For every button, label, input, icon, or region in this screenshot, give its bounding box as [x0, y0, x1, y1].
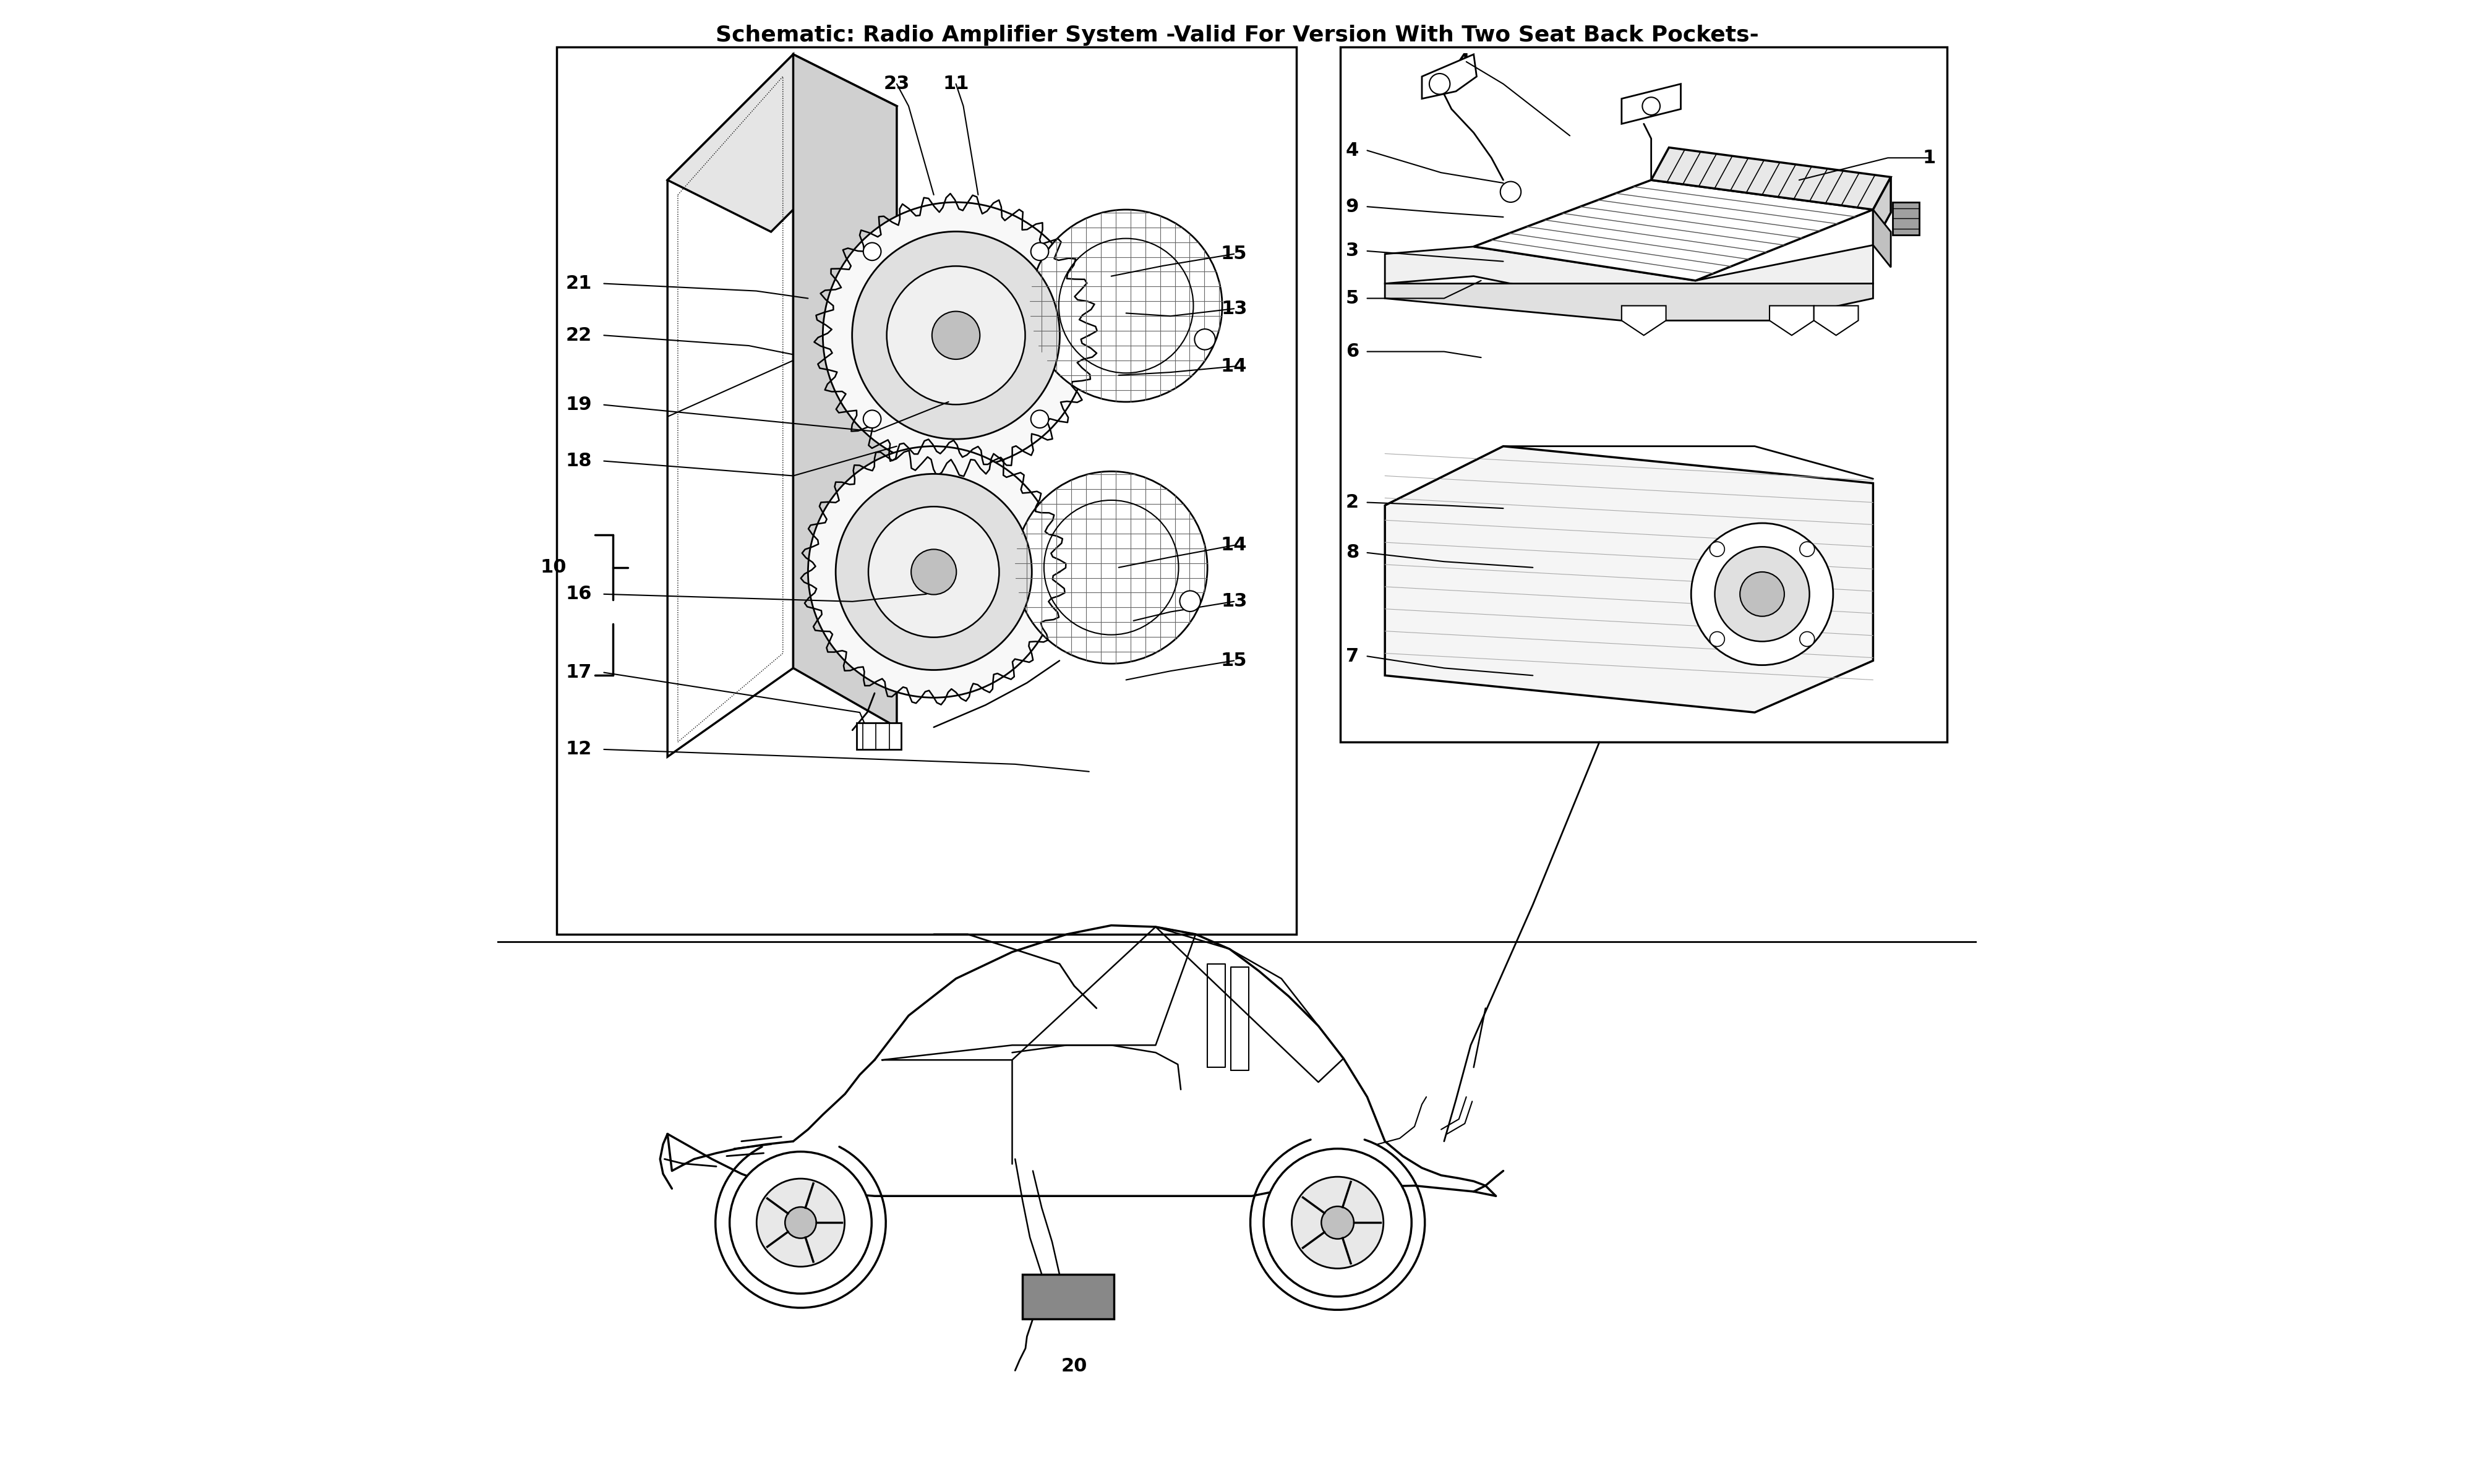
Text: 3: 3	[1346, 242, 1358, 260]
Circle shape	[1291, 1177, 1383, 1269]
Text: 20: 20	[1061, 1356, 1089, 1376]
Circle shape	[1692, 524, 1833, 665]
Circle shape	[1799, 632, 1813, 647]
Bar	[856, 723, 901, 749]
Text: 18: 18	[567, 453, 591, 470]
Text: 8: 8	[1346, 543, 1358, 561]
Circle shape	[1714, 546, 1808, 641]
Polygon shape	[1650, 147, 1890, 209]
Circle shape	[1430, 74, 1450, 95]
Circle shape	[1499, 181, 1522, 202]
Text: Schematic: Radio Amplifier System -Valid For Version With Two Seat Back Pockets-: Schematic: Radio Amplifier System -Valid…	[715, 25, 1759, 46]
Text: 14: 14	[1220, 358, 1247, 375]
Circle shape	[1799, 542, 1813, 556]
Polygon shape	[1769, 306, 1813, 335]
Circle shape	[1180, 591, 1200, 611]
Circle shape	[824, 202, 1089, 469]
Polygon shape	[1873, 209, 1890, 267]
Circle shape	[809, 447, 1059, 697]
Circle shape	[730, 1152, 871, 1294]
Text: 9: 9	[1346, 197, 1358, 215]
Circle shape	[910, 549, 957, 595]
Circle shape	[757, 1178, 844, 1267]
Text: 2: 2	[1346, 494, 1358, 512]
Polygon shape	[1620, 85, 1680, 123]
Circle shape	[933, 312, 980, 359]
Text: 10: 10	[539, 558, 567, 576]
Circle shape	[1739, 571, 1784, 616]
Text: 4: 4	[1346, 141, 1358, 159]
Text: 12: 12	[567, 741, 591, 758]
Text: 11: 11	[943, 76, 970, 93]
Circle shape	[868, 506, 999, 637]
Polygon shape	[794, 55, 896, 727]
Text: 19: 19	[567, 396, 591, 414]
Circle shape	[1643, 98, 1660, 114]
Circle shape	[836, 473, 1032, 669]
Circle shape	[863, 410, 881, 427]
Circle shape	[1014, 472, 1207, 663]
Circle shape	[784, 1206, 816, 1238]
Text: 21: 21	[567, 275, 591, 292]
Text: 4: 4	[1457, 53, 1470, 71]
Bar	[1893, 202, 1920, 234]
Polygon shape	[1813, 306, 1858, 335]
Text: 1: 1	[1922, 148, 1935, 166]
Circle shape	[1029, 209, 1222, 402]
Circle shape	[1264, 1149, 1413, 1297]
Text: 15: 15	[1220, 245, 1247, 263]
Text: 15: 15	[1220, 651, 1247, 669]
Circle shape	[1195, 329, 1215, 350]
Text: 5: 5	[1346, 289, 1358, 307]
Polygon shape	[1385, 447, 1873, 712]
Circle shape	[1710, 632, 1724, 647]
Text: 14: 14	[1220, 536, 1247, 555]
Circle shape	[1032, 410, 1049, 427]
Polygon shape	[1873, 177, 1890, 245]
Bar	[1022, 1275, 1113, 1319]
Polygon shape	[668, 55, 896, 232]
Circle shape	[1032, 243, 1049, 260]
Text: 7: 7	[1346, 647, 1358, 665]
Circle shape	[863, 243, 881, 260]
Bar	[1341, 47, 1947, 742]
Text: 6: 6	[1346, 343, 1358, 361]
Circle shape	[886, 266, 1024, 405]
Circle shape	[1321, 1206, 1353, 1239]
Polygon shape	[1423, 55, 1477, 99]
Text: 23: 23	[883, 76, 910, 93]
Text: 16: 16	[567, 585, 591, 603]
Bar	[557, 47, 1296, 935]
Polygon shape	[1620, 306, 1665, 335]
Text: 13: 13	[1222, 592, 1247, 610]
Text: 17: 17	[567, 663, 591, 681]
Circle shape	[851, 232, 1059, 439]
Polygon shape	[1475, 180, 1873, 280]
Polygon shape	[1385, 245, 1873, 306]
Text: 13: 13	[1222, 300, 1247, 318]
Text: 22: 22	[567, 326, 591, 344]
Polygon shape	[668, 55, 794, 757]
Circle shape	[1710, 542, 1724, 556]
Polygon shape	[1385, 283, 1873, 321]
